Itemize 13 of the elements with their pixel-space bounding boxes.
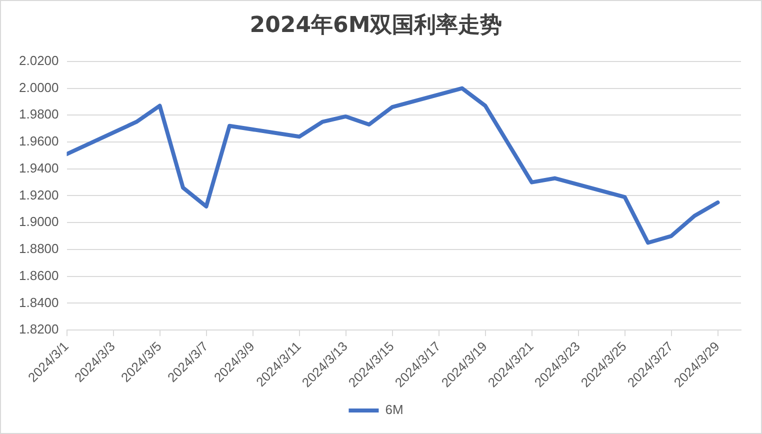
legend-label: 6M <box>385 402 404 418</box>
y-tick-label: 1.9400 <box>18 160 59 176</box>
y-tick-label: 1.9000 <box>18 214 59 230</box>
y-tick-label: 1.9800 <box>18 106 59 122</box>
chart-title: 2024年6M双国利率走势 <box>250 12 502 38</box>
y-tick-label: 1.8200 <box>18 322 59 337</box>
y-tick-label: 1.8800 <box>18 241 59 256</box>
y-tick-label: 1.8400 <box>18 294 59 310</box>
y-tick-label: 1.9600 <box>18 134 59 149</box>
y-tick-label: 1.8600 <box>18 268 59 283</box>
y-tick-label: 2.0000 <box>18 80 59 95</box>
y-tick-label: 1.9200 <box>18 187 59 202</box>
y-tick-label: 2.0200 <box>18 52 59 68</box>
